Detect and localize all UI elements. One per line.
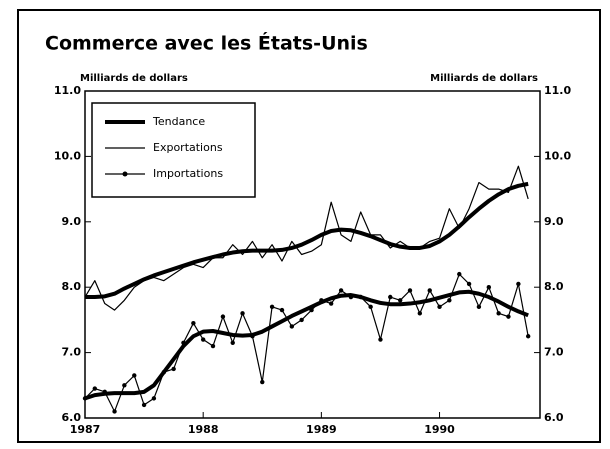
data-point <box>437 304 442 310</box>
legend-label: Tendance <box>152 115 205 128</box>
data-point <box>102 389 107 395</box>
data-point <box>417 311 423 316</box>
data-point <box>328 301 334 306</box>
data-point <box>92 386 98 391</box>
y2-axis-label: Milliards de dollars <box>430 73 538 84</box>
data-point <box>348 294 354 300</box>
data-point <box>516 281 521 287</box>
data-point <box>181 340 186 345</box>
x-tick-label: 1987 <box>70 423 101 436</box>
trend-line <box>85 181 529 300</box>
y-tick-label: 10.0 <box>54 149 81 162</box>
data-line <box>84 165 529 311</box>
data-point <box>82 396 88 401</box>
y-tick-label: 6.0 <box>62 411 82 424</box>
data-point <box>161 370 167 375</box>
legend-label: Exportations <box>153 141 223 154</box>
y2-tick-label: 9.0 <box>544 215 564 228</box>
data-point <box>506 314 511 319</box>
data-point <box>112 409 117 414</box>
data-point <box>466 281 472 287</box>
y-tick-label: 11.0 <box>54 84 81 97</box>
y2-tick-label: 6.0 <box>544 411 564 424</box>
legend <box>91 102 256 198</box>
data-point <box>486 285 492 290</box>
data-line <box>84 273 529 413</box>
data-point <box>309 307 314 313</box>
data-point <box>476 304 482 310</box>
y2-tick-label: 7.0 <box>544 346 564 359</box>
data-point <box>525 334 531 339</box>
x-tick-label: 1989 <box>306 423 337 436</box>
data-point <box>378 337 383 342</box>
data-point <box>200 337 206 342</box>
data-point <box>220 314 226 319</box>
y2-tick-label: 10.0 <box>544 149 571 162</box>
y-axis-label: Milliards de dollars <box>80 73 188 84</box>
data-point <box>338 288 344 293</box>
data-point <box>279 307 285 313</box>
data-point <box>319 298 324 303</box>
data-point <box>388 294 393 300</box>
data-point <box>457 271 462 277</box>
data-point <box>132 373 137 378</box>
data-point <box>289 324 295 329</box>
data-point <box>368 304 373 310</box>
data-point <box>141 402 147 408</box>
x-tick-label: 1988 <box>188 423 219 436</box>
data-point <box>250 334 255 339</box>
y2-tick-label: 8.0 <box>544 280 564 293</box>
y-tick-label: 9.0 <box>62 215 82 228</box>
y-tick-label: 8.0 <box>62 280 82 293</box>
data-point <box>171 366 176 372</box>
data-point <box>151 396 157 401</box>
data-point <box>397 298 403 303</box>
data-point <box>191 320 196 326</box>
data-point <box>122 383 127 388</box>
plot-area <box>84 90 541 419</box>
y2-tick-label: 11.0 <box>544 84 571 97</box>
data-point <box>240 311 245 316</box>
data-point <box>427 288 432 293</box>
data-point <box>447 298 452 303</box>
data-point <box>260 379 265 385</box>
data-point <box>230 340 235 345</box>
y-tick-label: 7.0 <box>62 346 82 359</box>
data-point <box>210 343 216 349</box>
legend-marker <box>122 171 128 177</box>
data-point <box>496 311 501 316</box>
chart-title: Commerce avec les États-Unis <box>45 32 368 55</box>
frame <box>17 9 601 443</box>
trend-line <box>84 289 529 401</box>
data-point <box>269 304 275 310</box>
data-point <box>407 288 413 293</box>
legend-label: Importations <box>153 167 223 180</box>
x-tick-label: 1990 <box>424 423 455 436</box>
data-point <box>358 294 363 300</box>
data-point <box>299 317 304 323</box>
